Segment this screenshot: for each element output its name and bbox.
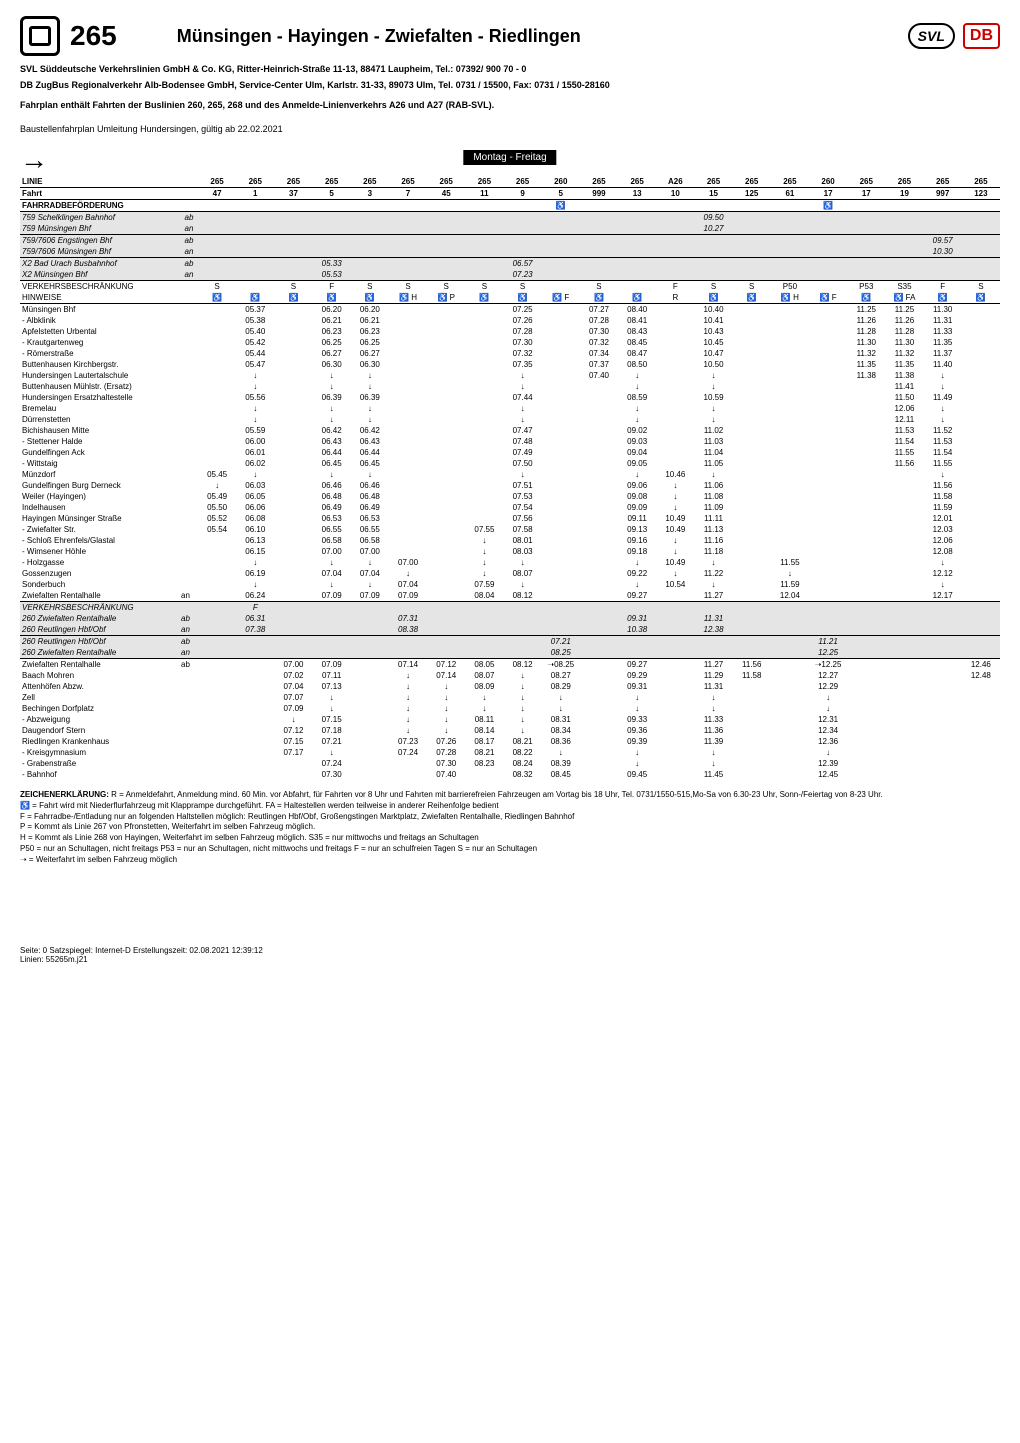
stop-row: - Krautgartenweg05.4206.2506.2507.3007.3… [20,337,1000,348]
detour-line: Baustellenfahrplan Umleitung Hundersinge… [20,124,1000,134]
stop-row: - Holzgasse↓↓↓07.00↓↓↓10.49↓11.55↓ [20,557,1000,568]
stop-row: - Kreisgymnasium07.17↓07.2407.2808.2108.… [20,747,1000,758]
header: 265 Münsingen - Hayingen - Zwiefalten - … [20,16,1000,56]
left-logos: 265 Münsingen - Hayingen - Zwiefalten - … [20,16,581,56]
line-row: LINIE 2652652652652652652652652652602652… [20,176,1000,188]
grey-row: X2 Bad Urach Busbahnhofab05.3306.57 [20,258,1000,270]
stop-row: Gossenzugen06.1907.0407.04↓↓08.0709.22↓1… [20,568,1000,579]
day-header: Montag - Freitag [463,150,556,165]
stop-row: Buttenhausen Mühlstr. (Ersatz)↓↓↓↓↓↓11.4… [20,381,1000,392]
stop-row: Dürrenstetten↓↓↓↓↓↓12.11↓ [20,414,1000,425]
stop-row: Sonderbuch↓↓↓07.0407.59↓↓10.54↓11.59↓ [20,579,1000,590]
timetable: LINIE 2652652652652652652652652652602652… [20,176,1000,780]
stop-row: 260 Zwiefalten Rentalhalleab06.3107.3109… [20,613,1000,624]
stop-row: Münzdorf05.45↓↓↓↓↓10.46↓↓ [20,469,1000,480]
stop-row: 260 Reutlingen Hbf/Obfab07.2111.21 [20,636,1000,648]
stop-row: - Schloß Ehrenfels/Glastal06.1306.5806.5… [20,535,1000,546]
stop-row: Gundelfingen Ack06.0106.4406.4407.4909.0… [20,447,1000,458]
fahrrad-row: FAHRRADBEFÖRDERUNG ♿♿ [20,200,1000,212]
stop-row: Weiler (Hayingen)05.4906.0506.4806.4807.… [20,491,1000,502]
stop-row: Apfelstetten Urbental05.4006.2306.2307.2… [20,326,1000,337]
grey-row: 759/7606 Münsingen Bhfan10.30 [20,246,1000,258]
stop-row: - Zwiefalter Str.05.5406.1006.5506.5507.… [20,524,1000,535]
stop-row: Zwiefalten Rentalhallean06.2407.0907.090… [20,590,1000,602]
right-logos: SVL DB [908,23,1000,49]
stop-row: Bichishausen Mitte05.5906.4206.4207.4709… [20,425,1000,436]
footer: Seite: 0 Satzspiegel: Internet-D Erstell… [20,946,1000,964]
grey-row: 759 Schelklingen Bahnhofab09.50 [20,212,1000,224]
legend: ZEICHENERKLÄRUNG: R = Anmeldefahrt, Anme… [20,790,1000,866]
stop-row: - Grabenstraße07.2407.3008.2308.2408.39↓… [20,758,1000,769]
grey-row: 759/7606 Engstingen Bhfab09.57 [20,235,1000,247]
stop-row: 260 Zwiefalten Rentalhallean08.2512.25 [20,647,1000,659]
stop-row: Indelhausen05.5006.0606.4906.4907.5409.0… [20,502,1000,513]
note-line: Fahrplan enthält Fahrten der Buslinien 2… [20,100,1000,110]
grey-row: 759 Münsingen Bhfan10.27 [20,223,1000,235]
stop-row: Baach Mohren07.0207.11↓07.1408.07↓08.270… [20,670,1000,681]
stop-row: - Albklinik05.3806.2106.2107.2607.2808.4… [20,315,1000,326]
stop-row: Zwiefalten Rentalhalleab07.0007.0907.140… [20,659,1000,671]
route-title: Münsingen - Hayingen - Zwiefalten - Ried… [177,26,581,47]
stop-row: Gundelfingen Burg Derneck↓06.0306.4606.4… [20,480,1000,491]
stop-row: - Abzweigung↓07.15↓↓08.11↓08.3109.3311.3… [20,714,1000,725]
stop-row: Hundersingen Lautertalschule↓↓↓↓07.40↓↓1… [20,370,1000,381]
route-number: 265 [70,20,117,52]
stop-row: Hayingen Münsinger Straße05.5206.0806.53… [20,513,1000,524]
fahrt-row: Fahrt 4713753745119599913101512561171719… [20,188,1000,200]
verkehr-row: VERKEHRSBESCHRÄNKUNG SSFSSSSSSFSSP50P53S… [20,281,1000,293]
svl-logo: SVL [908,23,955,49]
operator-text-2: DB ZugBus Regionalverkehr Alb-Bodensee G… [20,80,1000,90]
stop-row: VERKEHRSBESCHRÄNKUNGF [20,602,1000,614]
stop-row: - Wittstaig06.0206.4506.4507.5009.0511.0… [20,458,1000,469]
hinweise-row: HINWEISE ♿♿♿♿♿♿ H♿ P♿♿♿ F♿♿R♿♿♿ H♿ F♿♿ F… [20,292,1000,304]
stop-row: Münsingen Bhf05.3706.2006.2007.2507.2708… [20,304,1000,316]
stop-row: Buttenhausen Kirchbergstr.05.4706.3006.3… [20,359,1000,370]
stop-row: Attenhöfen Abzw.07.0407.13↓↓08.09↓08.290… [20,681,1000,692]
stop-row: - Römerstraße05.4406.2706.2707.3207.3408… [20,348,1000,359]
stop-row: - Stettener Halde06.0006.4306.4307.4809.… [20,436,1000,447]
stop-row: - Bahnhof07.3007.4008.3208.4509.4511.451… [20,769,1000,780]
stop-row: Daugendorf Stern07.1207.18↓↓08.14↓08.340… [20,725,1000,736]
stop-row: Riedlingen Krankenhaus07.1507.2107.2307.… [20,736,1000,747]
stop-row: Zell07.07↓↓↓↓↓↓↓↓↓ [20,692,1000,703]
grey-row: X2 Münsingen Bhfan05.5307.23 [20,269,1000,281]
db-logo: DB [963,23,1000,49]
stop-row: Bechingen Dorfplatz07.09↓↓↓↓↓↓↓↓↓ [20,703,1000,714]
stop-row: 260 Reutlingen Hbf/Obfan07.3808.3810.381… [20,624,1000,636]
operator-text-1: SVL Süddeutsche Verkehrslinien GmbH & Co… [20,64,1000,74]
stop-row: Bremelau↓↓↓↓↓↓12.06↓ [20,403,1000,414]
operator-icon [20,16,60,56]
stop-row: Hundersingen Ersatzhaltestelle05.5606.39… [20,392,1000,403]
stop-row: - Wimsener Höhle06.1507.0007.00↓08.0309.… [20,546,1000,557]
